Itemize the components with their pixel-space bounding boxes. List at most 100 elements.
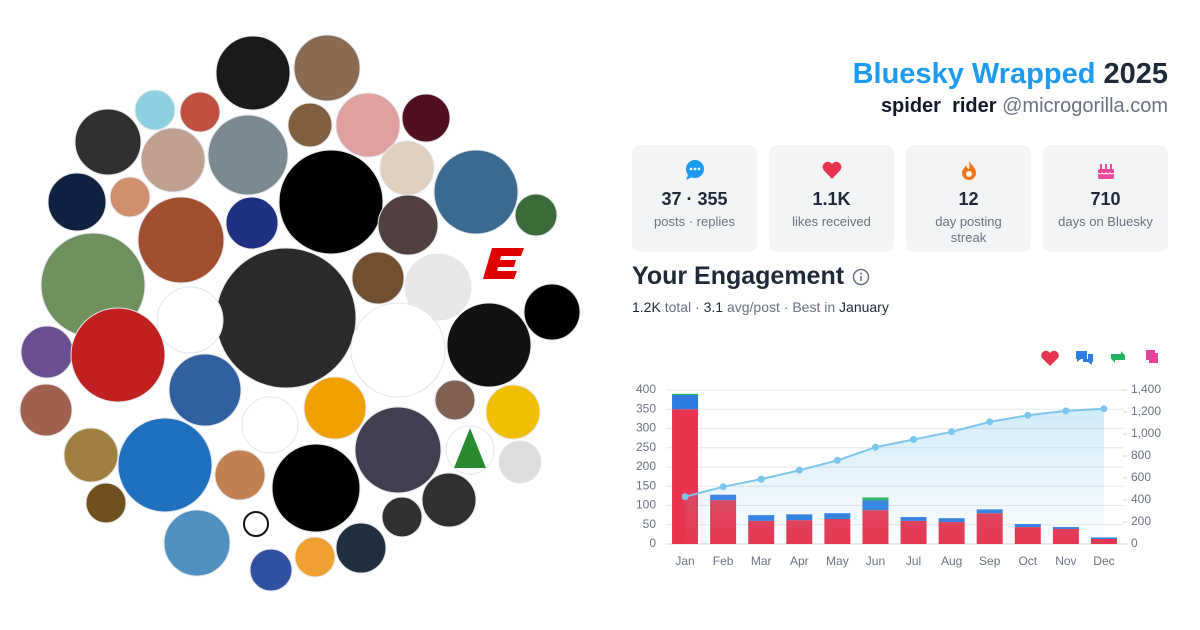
x-tick-label: Nov <box>1055 554 1076 568</box>
avatar <box>381 496 423 538</box>
icon <box>822 161 841 179</box>
avatar <box>351 251 405 305</box>
y2-tick-label: 0 <box>1131 536 1138 550</box>
bar-segment <box>1090 537 1117 539</box>
icon <box>685 160 704 180</box>
x-tick-label: Feb <box>713 554 734 568</box>
line-point <box>833 456 841 464</box>
avatar <box>249 548 293 592</box>
avatar-logo <box>483 248 524 279</box>
avatars <box>19 34 581 592</box>
avatar <box>70 307 166 403</box>
y-tick-label: 150 <box>636 478 656 492</box>
avatar <box>63 427 119 483</box>
stat-label: day posting streak <box>935 214 1002 245</box>
avatar <box>294 536 336 578</box>
year: 2025 <box>1103 58 1168 90</box>
stat-card: 1.1K likes received <box>769 145 894 252</box>
y2-tick-label: 600 <box>1131 470 1151 484</box>
line-point <box>719 483 727 491</box>
stat-label: posts · replies <box>654 214 735 229</box>
avatar <box>354 406 442 494</box>
avatar <box>74 108 142 176</box>
avatar <box>225 196 279 250</box>
avatar <box>433 149 519 235</box>
avatar <box>377 194 439 256</box>
avatar <box>401 93 451 143</box>
user: spider rider @microgorilla.com <box>881 95 1168 118</box>
line-point <box>948 428 956 436</box>
title: Bluesky Wrapped 2025 <box>853 58 1168 91</box>
avatar <box>156 286 224 354</box>
avatar <box>523 283 581 341</box>
avatar <box>293 34 361 102</box>
stat-label: likes received <box>792 214 871 229</box>
x-tick-label: May <box>826 554 849 568</box>
y-tick-label: 250 <box>636 440 656 454</box>
line-point <box>1100 405 1108 413</box>
avatar <box>47 172 107 232</box>
legend-icon <box>1146 350 1158 363</box>
summary: 1.2K total · 3.1 avg/post · Best in Janu… <box>632 299 889 315</box>
bar-segment <box>672 395 699 410</box>
line-point <box>1062 407 1070 415</box>
y-tick-label: 300 <box>636 421 656 435</box>
section-title: Your Engagement <box>632 262 845 290</box>
y-tick-label: 50 <box>643 517 657 531</box>
avatar <box>379 140 435 196</box>
summary-part: total · <box>664 299 700 315</box>
stat-card: 37 · 355 posts · replies <box>632 145 757 252</box>
avatar <box>446 302 532 388</box>
avatar <box>421 472 477 528</box>
line-point <box>986 418 994 426</box>
x-tick-label: Dec <box>1093 554 1114 568</box>
avatar <box>485 384 541 440</box>
display-name: spider rider <box>880 95 997 117</box>
bar-segment <box>672 393 699 396</box>
avatar-logo <box>454 428 486 468</box>
avatar <box>137 196 225 284</box>
line-point <box>757 475 765 483</box>
x-tick-label: Aug <box>941 554 962 568</box>
legend-icon <box>1041 350 1059 366</box>
line-point <box>681 493 689 501</box>
x-tick-label: Apr <box>790 554 809 568</box>
avatar <box>134 89 176 131</box>
avatar <box>271 443 361 533</box>
x-tick-label: Jun <box>866 554 885 568</box>
avatar <box>215 35 291 111</box>
line-point <box>795 466 803 474</box>
y-tick-label: 400 <box>636 382 656 396</box>
avatar <box>215 247 357 389</box>
avatar <box>179 91 221 133</box>
avatar <box>207 114 289 196</box>
avatar <box>109 176 151 218</box>
y-tick-label: 350 <box>636 401 656 415</box>
summary-part: avg/post · Best in <box>726 299 836 315</box>
avatar <box>19 383 73 437</box>
info-icon[interactable] <box>852 268 870 286</box>
y-tick-label: 100 <box>636 498 656 512</box>
y2-tick-label: 800 <box>1131 448 1151 462</box>
stat-label: days on Bluesky <box>1058 214 1153 229</box>
line-point <box>1024 411 1032 419</box>
y-tick-label: 200 <box>636 459 656 473</box>
line <box>684 407 1105 498</box>
brand: Bluesky Wrapped <box>852 58 1096 90</box>
line-area <box>685 408 1104 544</box>
avatar <box>140 127 206 193</box>
x-tick-label: Oct <box>1018 554 1037 568</box>
avatar <box>241 396 299 454</box>
x-tick-label: Jan <box>675 554 694 568</box>
avatar <box>335 522 387 574</box>
legend-icon <box>1076 351 1093 365</box>
avatar <box>498 440 542 484</box>
avatar <box>303 376 367 440</box>
x-tick-label: Sep <box>979 554 1001 568</box>
avatar <box>514 193 558 237</box>
avatar <box>278 149 384 255</box>
avatar <box>168 353 242 427</box>
avatar <box>434 379 476 421</box>
